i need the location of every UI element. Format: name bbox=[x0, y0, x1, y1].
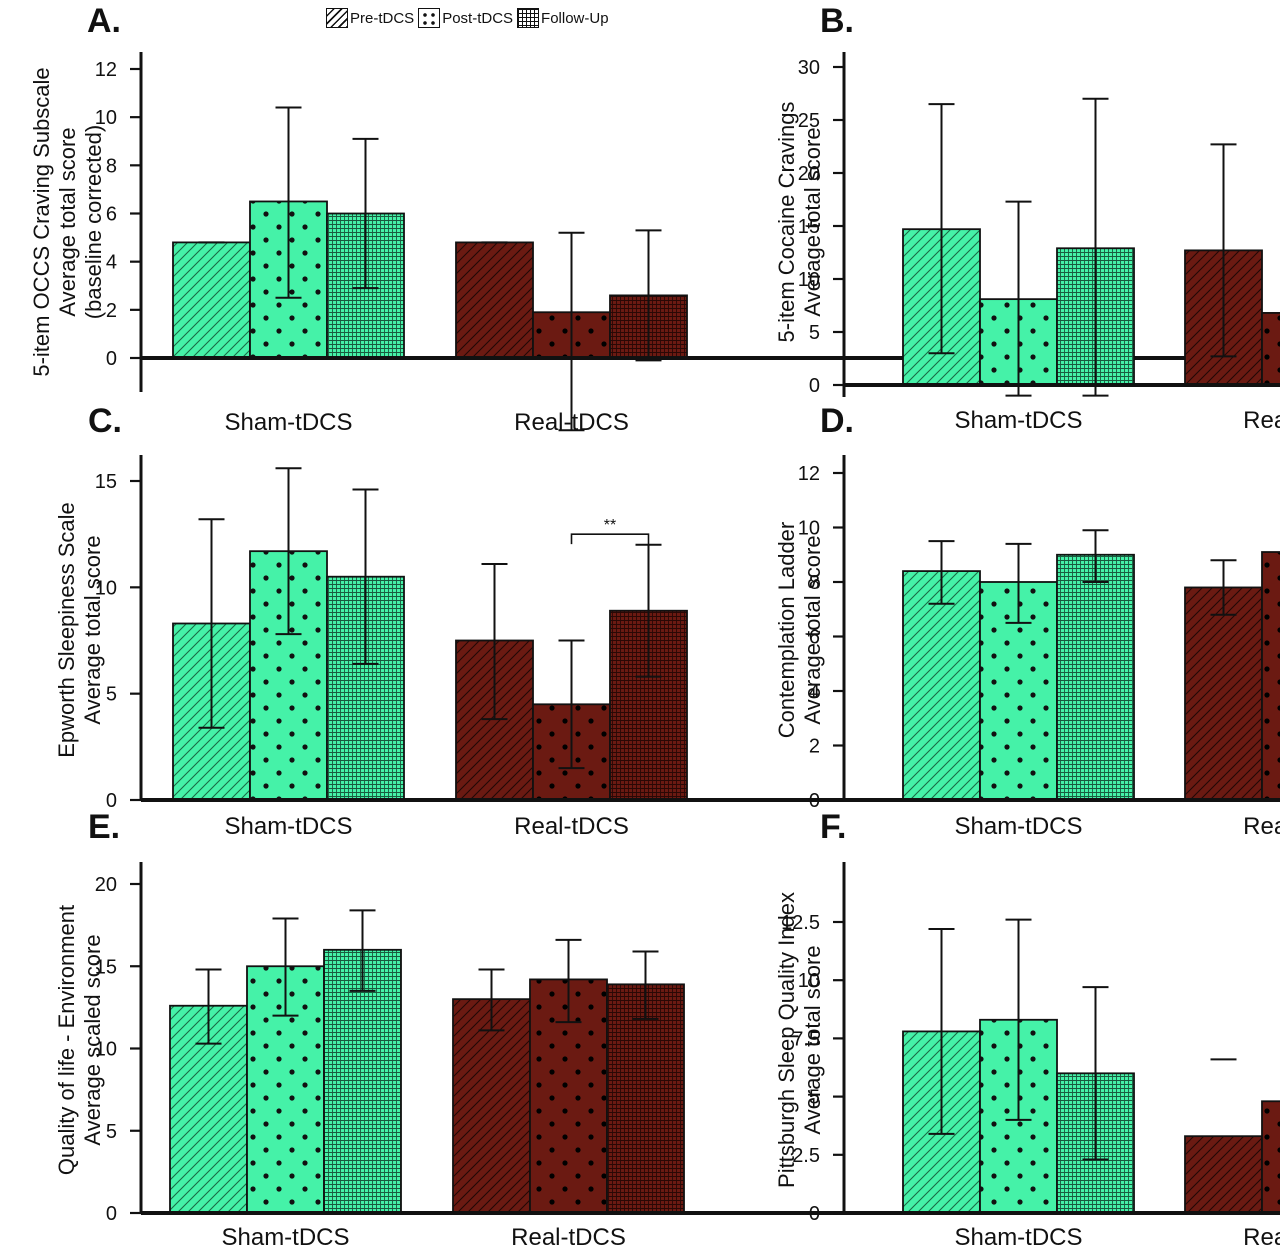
y-tick-label: 0 bbox=[106, 348, 117, 370]
x-category-label: Real-tDCS bbox=[514, 813, 629, 840]
grid-hatch-swatch-icon bbox=[517, 8, 540, 28]
y-axis-label-line: 5-item Cocaine Cravings bbox=[774, 102, 799, 343]
y-axis-label-line: Average total score bbox=[800, 535, 825, 724]
y-tick-label: 12.5 bbox=[781, 912, 820, 934]
bar-sham-pre-tdcs bbox=[902, 570, 981, 801]
x-category-label: Real-tDCS bbox=[1243, 407, 1280, 434]
y-tick-label: 15 bbox=[95, 956, 117, 978]
dotted-swatch-icon bbox=[418, 8, 441, 28]
y-tick-label: 10 bbox=[95, 577, 117, 599]
x-category-label: Sham-tDCS bbox=[224, 813, 352, 840]
y-tick-label: 10 bbox=[798, 970, 820, 992]
bar-real-post-tdcs bbox=[1261, 1100, 1280, 1214]
y-axis-label-line: (baseline corrected) bbox=[81, 125, 106, 319]
legend-label-followup: Follow-Up bbox=[541, 9, 609, 27]
y-tick-label: 10 bbox=[798, 518, 820, 540]
legend-item-pre: Pre-tDCS bbox=[326, 8, 414, 28]
y-axis-label-line: Pittsburgh Sleep Quality Index bbox=[774, 892, 799, 1188]
bar-real-pre-tdcs bbox=[1184, 1135, 1263, 1214]
bar-real-post-tdcs bbox=[1261, 312, 1280, 386]
y-tick-label: 5 bbox=[809, 1087, 820, 1109]
panel-label: A. bbox=[87, 2, 121, 40]
y-tick-label: 12 bbox=[798, 463, 820, 485]
y-tick-label: 20 bbox=[95, 874, 117, 896]
panel-label: C. bbox=[88, 402, 122, 440]
panel-label: D. bbox=[820, 402, 854, 440]
legend: Pre-tDCS Post-tDCS Follow-Up bbox=[326, 6, 613, 30]
y-axis-label-line: Average total score bbox=[80, 535, 105, 724]
x-category-label: Sham-tDCS bbox=[954, 407, 1082, 434]
y-tick-label: 25 bbox=[798, 110, 820, 132]
panel-label: B. bbox=[820, 2, 854, 40]
y-axis-label-line: 5-item OCCS Craving Subscale bbox=[29, 67, 54, 376]
legend-item-post: Post-tDCS bbox=[418, 8, 513, 28]
y-tick-label: 5 bbox=[809, 322, 820, 344]
y-tick-label: 5 bbox=[106, 1121, 117, 1143]
panel-label: E. bbox=[88, 808, 120, 846]
bar-real-pre-tdcs bbox=[452, 998, 531, 1214]
x-category-label: Real-tDCS bbox=[1243, 813, 1280, 840]
y-axis-label-line: Contemplation Ladder bbox=[774, 522, 799, 738]
x-category-label: Real-tDCS bbox=[511, 1224, 626, 1251]
y-tick-label: 15 bbox=[95, 471, 117, 493]
bar-real-post-tdcs bbox=[1261, 551, 1280, 801]
panel-d: D. 0 2 4 6 8 10 12 Contemplation Ladder Average t… bbox=[774, 402, 1280, 840]
y-axis-label-line: Average total score bbox=[800, 127, 825, 316]
legend-label-pre: Pre-tDCS bbox=[350, 9, 415, 27]
significance-bracket bbox=[570, 533, 650, 545]
y-axis-label-line: Epworth Sleepiness Scale bbox=[54, 502, 79, 758]
y-tick-label: 10 bbox=[798, 269, 820, 291]
y-tick-label: 0 bbox=[106, 790, 117, 812]
panel-b: B. 0 5 10 15 20 25 30 5-item Cocaine Cravings Ave… bbox=[774, 2, 1280, 434]
panel-label: F. bbox=[820, 808, 846, 846]
bar-sham-pre-tdcs bbox=[172, 241, 251, 359]
x-category-label: Sham-tDCS bbox=[954, 813, 1082, 840]
y-tick-label: 20 bbox=[798, 163, 820, 185]
y-tick-label: 0 bbox=[809, 790, 820, 812]
y-tick-label: 0 bbox=[809, 375, 820, 397]
bar-sham-follow-up bbox=[1056, 553, 1135, 801]
x-category-label: Real-tDCS bbox=[1243, 1224, 1280, 1251]
y-tick-label: 10 bbox=[95, 107, 117, 129]
x-category-label: Sham-tDCS bbox=[954, 1224, 1082, 1251]
y-tick-label: 10 bbox=[95, 1039, 117, 1061]
y-tick-label: 8 bbox=[106, 155, 117, 177]
diagonal-hatch-swatch-icon bbox=[326, 8, 348, 28]
y-tick-label: 4 bbox=[106, 252, 117, 274]
y-tick-label: 15 bbox=[798, 216, 820, 238]
x-category-label: Sham-tDCS bbox=[221, 1224, 349, 1251]
y-axis-label-line: Average total score bbox=[55, 127, 80, 316]
x-category-label: Sham-tDCS bbox=[224, 409, 352, 436]
y-tick-label: 12 bbox=[95, 59, 117, 81]
y-tick-label: 0 bbox=[809, 1203, 820, 1225]
legend-label-post: Post-tDCS bbox=[442, 9, 514, 27]
bar-real-pre-tdcs bbox=[1184, 586, 1263, 801]
y-tick-label: 6 bbox=[809, 627, 820, 649]
y-tick-label: 4 bbox=[809, 681, 820, 703]
y-axis-label-line: Quality of life - Environment bbox=[54, 905, 79, 1175]
y-axis-label-line: Average total score bbox=[800, 945, 825, 1134]
legend-item-followup: Follow-Up bbox=[517, 8, 609, 28]
y-tick-label: 30 bbox=[798, 57, 820, 79]
y-tick-label: 2 bbox=[106, 300, 117, 322]
y-tick-label: 5 bbox=[106, 684, 117, 706]
y-axis-label-line: Average scaled score bbox=[80, 934, 105, 1145]
y-tick-label: 8 bbox=[809, 572, 820, 594]
y-tick-label: 2.5 bbox=[792, 1145, 820, 1167]
significance-stars: ** bbox=[604, 517, 616, 534]
bar-real-pre-tdcs bbox=[455, 639, 534, 801]
x-category-label: Real-tDCS bbox=[514, 409, 629, 436]
y-tick-label: 2 bbox=[809, 736, 820, 758]
y-tick-label: 7.5 bbox=[792, 1028, 820, 1050]
y-tick-label: 0 bbox=[106, 1203, 117, 1225]
bar-real-pre-tdcs bbox=[455, 241, 534, 359]
y-tick-label: 6 bbox=[106, 204, 117, 226]
